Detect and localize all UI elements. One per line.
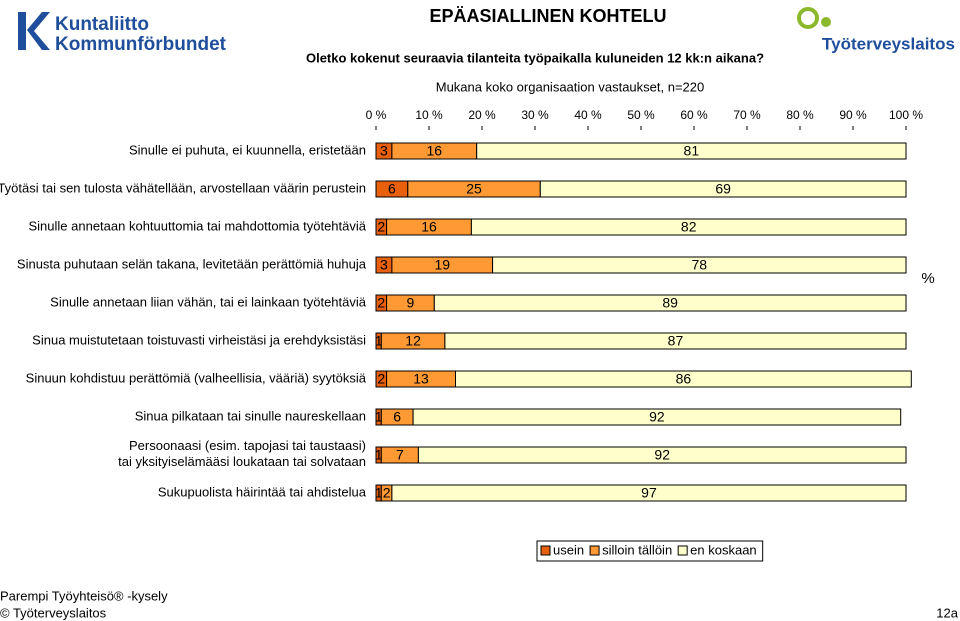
legend-swatch (677, 545, 688, 556)
page-number: 12a (936, 605, 958, 620)
data-label: 2 (377, 295, 385, 311)
logo-text: Kuntaliitto (55, 14, 149, 35)
legend-swatch (589, 545, 600, 556)
data-label: 78 (692, 257, 708, 273)
data-label: 19 (434, 257, 450, 273)
category-label: Sukupuolista häirintää tai ahdistelua (158, 484, 367, 499)
data-label: 16 (421, 219, 437, 235)
data-label: 92 (649, 409, 665, 425)
chart-title: EPÄASIALLINEN KOHTELU (429, 6, 666, 26)
x-tick-label: 90 % (839, 108, 867, 122)
data-label: 3 (380, 257, 388, 273)
category-label: Sinua pilkataan tai sinulle naureskellaa… (135, 408, 366, 423)
bar-segment (417, 446, 907, 464)
x-tick-label: 50 % (627, 108, 655, 122)
bar-segment (391, 484, 907, 502)
data-label: 2 (377, 219, 385, 235)
footer-text: © Työterveyslaitos (0, 605, 107, 620)
bar-segment (455, 370, 912, 388)
x-tick-label: 60 % (680, 108, 708, 122)
logo-right: Työterveyslaitos (797, 7, 955, 53)
data-label: 1 (375, 333, 383, 349)
bar-segment (470, 218, 907, 236)
data-label: 89 (662, 295, 678, 311)
data-label: 2 (377, 371, 385, 387)
chart-note: Mukana koko organisaation vastaukset, n=… (436, 79, 704, 94)
legend-box (536, 540, 764, 562)
data-label: 6 (388, 181, 396, 197)
x-tick-label: 80 % (786, 108, 814, 122)
category-label: Sinuun kohdistuu perättömiä (valheellisi… (26, 370, 367, 385)
data-label: 13 (413, 371, 429, 387)
data-label: 69 (715, 181, 731, 197)
data-label: 9 (407, 295, 415, 311)
logo-left: Kuntaliitto Kommunförbundet (18, 12, 227, 55)
category-label: Sinulle ei puhuta, ei kuunnella, eristet… (129, 142, 366, 157)
x-tick-label: 100 % (889, 108, 923, 122)
bar-segment (539, 180, 907, 198)
x-tick-label: 70 % (733, 108, 761, 122)
logo-text: Kommunförbundet (55, 34, 227, 55)
data-label: 82 (681, 219, 697, 235)
category-label: Sinulle annetaan kohtuuttomia tai mahdot… (29, 218, 367, 233)
data-label: 7 (396, 447, 404, 463)
bar-segment (444, 332, 907, 350)
data-label: 81 (684, 143, 700, 159)
x-tick-label: 20 % (468, 108, 496, 122)
chart-subtitle: Oletko kokenut seuraavia tilanteita työp… (306, 50, 764, 65)
data-label: 25 (466, 181, 482, 197)
bar-segment (433, 294, 907, 312)
bar-segment (412, 408, 902, 426)
data-label: 92 (654, 447, 670, 463)
footer-text: Parempi Työyhteisö® -kysely (0, 588, 168, 603)
x-tick-label: 30 % (521, 108, 549, 122)
category-label: Persoonaasi (esim. tapojasi tai taustaas… (118, 438, 366, 469)
logo-icon (18, 12, 50, 50)
data-label: 12 (405, 333, 421, 349)
legend-label: silloin tällöin (602, 542, 672, 557)
legend-label: usein (553, 542, 584, 557)
data-label: 2 (383, 485, 391, 501)
x-tick-label: 40 % (574, 108, 602, 122)
logo-icon (797, 7, 819, 29)
data-label: 97 (641, 485, 657, 501)
legend-label: en koskaan (690, 542, 757, 557)
legend-swatch (540, 545, 551, 556)
category-label: Sinusta puhutaan selän takana, levitetää… (17, 256, 367, 271)
axis-label: % (921, 270, 934, 287)
logo-text: Työterveyslaitos (822, 34, 955, 53)
category-label: Työtäsi tai sen tulosta vähätellään, arv… (0, 180, 366, 195)
data-label: 1 (375, 409, 383, 425)
data-label: 86 (676, 371, 692, 387)
category-label: Sinua muistutetaan toistuvasti virheistä… (32, 332, 366, 347)
logo-icon (821, 17, 831, 27)
data-label: 3 (380, 143, 388, 159)
data-label: 1 (375, 485, 383, 501)
bar-segment (492, 256, 907, 274)
data-label: 1 (375, 447, 383, 463)
category-label: Sinulle annetaan liian vähän, tai ei lai… (50, 294, 367, 309)
x-tick-label: 10 % (415, 108, 443, 122)
x-tick-label: 0 % (366, 108, 387, 122)
data-label: 16 (427, 143, 443, 159)
data-label: 87 (668, 333, 684, 349)
bar-segment (476, 142, 907, 160)
data-label: 6 (393, 409, 401, 425)
